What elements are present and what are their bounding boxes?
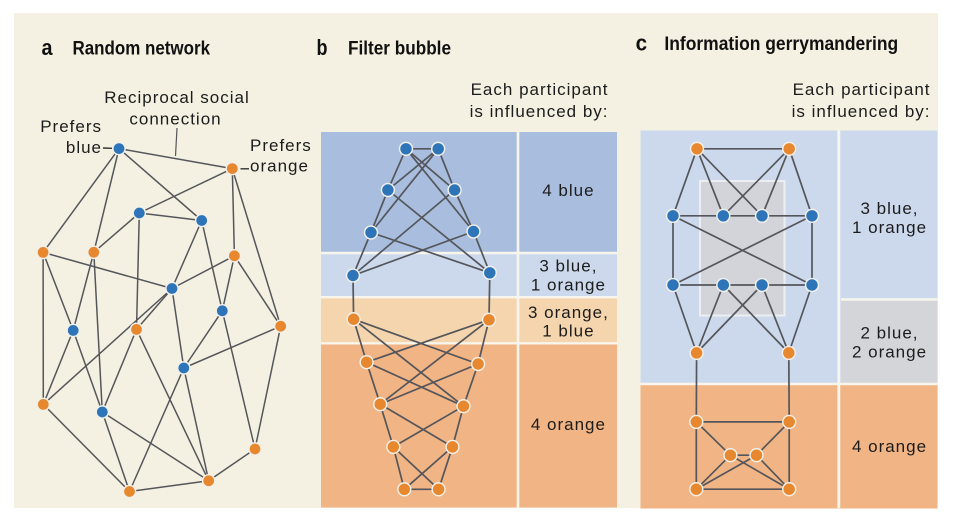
svg-text:orange: orange [250, 157, 309, 176]
svg-text:1 blue: 1 blue [542, 322, 594, 341]
svg-text:Each participant: Each participant [471, 80, 609, 99]
svg-text:blue: blue [66, 138, 102, 157]
svg-text:3 blue,: 3 blue, [539, 257, 597, 276]
svg-text:is influenced by:: is influenced by: [792, 102, 931, 121]
svg-text:c: c [636, 31, 648, 56]
svg-text:Information gerrymandering: Information gerrymandering [664, 34, 898, 55]
svg-text:1 orange: 1 orange [852, 218, 927, 237]
svg-text:4 blue: 4 blue [542, 181, 594, 200]
svg-text:4 orange: 4 orange [531, 415, 606, 434]
svg-text:4 orange: 4 orange [852, 437, 927, 456]
svg-text:3 orange,: 3 orange, [528, 303, 609, 322]
svg-text:Each participant: Each participant [793, 80, 931, 99]
svg-text:Reciprocal social: Reciprocal social [104, 88, 250, 107]
svg-text:Prefers: Prefers [250, 136, 312, 155]
svg-text:Prefers: Prefers [40, 117, 102, 136]
svg-text:2 orange: 2 orange [852, 343, 927, 362]
svg-text:3 blue,: 3 blue, [860, 199, 918, 218]
svg-text:connection: connection [129, 110, 221, 129]
svg-text:a: a [42, 35, 54, 60]
svg-text:1 orange: 1 orange [531, 276, 606, 295]
svg-text:Filter bubble: Filter bubble [348, 39, 451, 60]
svg-text:b: b [317, 35, 328, 60]
svg-text:is influenced by:: is influenced by: [470, 102, 609, 121]
svg-text:2 blue,: 2 blue, [860, 324, 918, 343]
svg-text:Random network: Random network [73, 39, 211, 60]
